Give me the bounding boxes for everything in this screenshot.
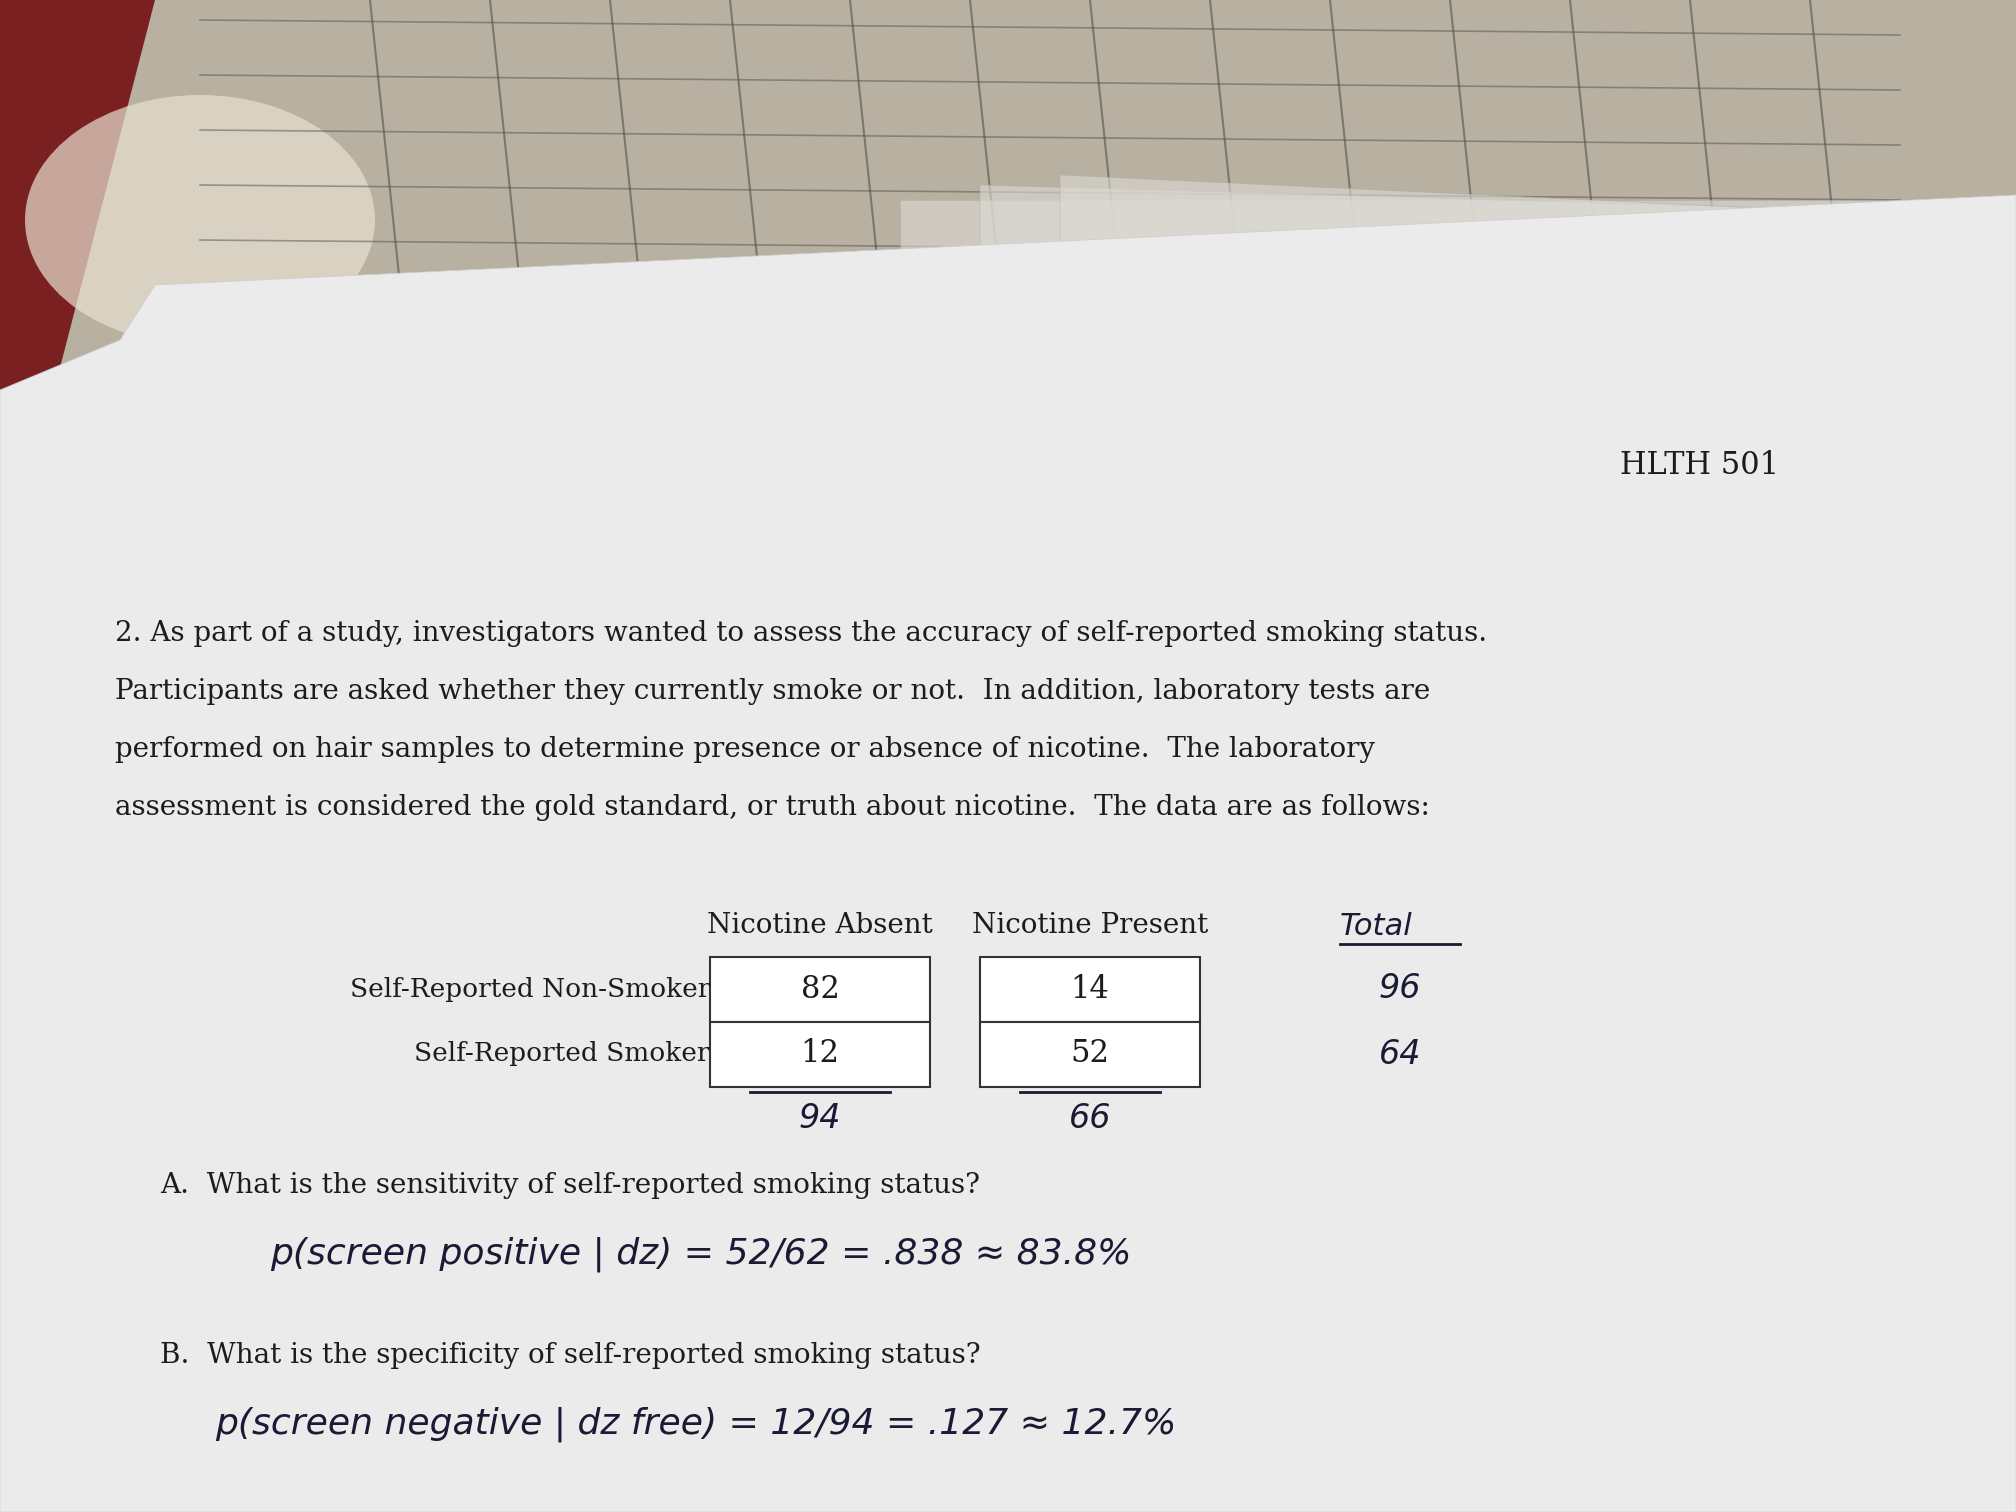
Text: p(screen negative | dz free) = 12/94 = .127 ≈ 12.7%: p(screen negative | dz free) = 12/94 = .…	[216, 1408, 1177, 1442]
Text: Nicotine Present: Nicotine Present	[972, 912, 1208, 939]
Polygon shape	[980, 184, 2016, 429]
Text: assessment is considered the gold standard, or truth about nicotine.  The data a: assessment is considered the gold standa…	[115, 794, 1429, 821]
Polygon shape	[899, 200, 2016, 420]
Text: Participants are asked whether they currently smoke or not.  In addition, labora: Participants are asked whether they curr…	[115, 677, 1429, 705]
Polygon shape	[0, 0, 155, 600]
Bar	[980, 957, 1200, 1022]
Text: 82: 82	[800, 974, 839, 1004]
Text: Self-Reported Non-Smoker: Self-Reported Non-Smoker	[349, 977, 710, 1001]
Text: 64: 64	[1379, 1037, 1421, 1070]
Text: 66: 66	[1068, 1102, 1111, 1136]
Text: A.  What is the sensitivity of self-reported smoking status?: A. What is the sensitivity of self-repor…	[159, 1172, 980, 1199]
Bar	[980, 1022, 1200, 1087]
Text: 96: 96	[1379, 972, 1421, 1005]
Text: 2. As part of a study, investigators wanted to assess the accuracy of self-repor: 2. As part of a study, investigators wan…	[115, 620, 1488, 647]
Text: 52: 52	[1070, 1039, 1109, 1069]
Polygon shape	[1060, 175, 2016, 440]
Text: B.  What is the specificity of self-reported smoking status?: B. What is the specificity of self-repor…	[159, 1343, 980, 1368]
Text: Nicotine Absent: Nicotine Absent	[708, 912, 933, 939]
Text: Total: Total	[1341, 912, 1413, 940]
Bar	[710, 957, 929, 1022]
Text: 14: 14	[1070, 974, 1109, 1004]
Text: 12: 12	[800, 1039, 839, 1069]
Text: Self-Reported Smoker: Self-Reported Smoker	[415, 1042, 710, 1066]
Text: p(screen positive | dz) = 52/62 = .838 ≈ 83.8%: p(screen positive | dz) = 52/62 = .838 ≈…	[270, 1237, 1131, 1273]
Bar	[710, 1022, 929, 1087]
Text: HLTH 501: HLTH 501	[1621, 451, 1780, 481]
Text: performed on hair samples to determine presence or absence of nicotine.  The lab: performed on hair samples to determine p…	[115, 736, 1375, 764]
Polygon shape	[0, 195, 2016, 1512]
Text: 94: 94	[798, 1102, 841, 1136]
Polygon shape	[121, 197, 2016, 360]
Ellipse shape	[24, 95, 375, 345]
